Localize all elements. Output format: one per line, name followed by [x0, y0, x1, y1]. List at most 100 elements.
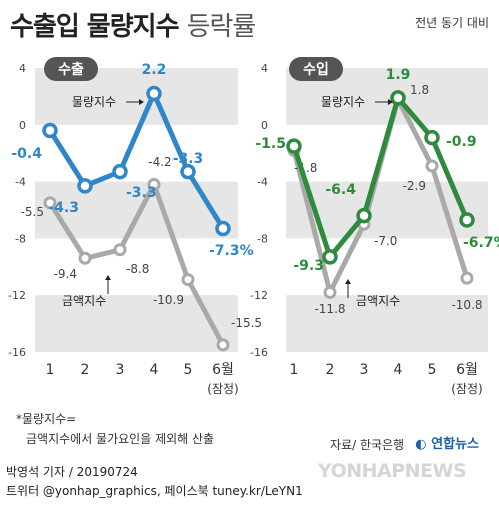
export-amount-point-2: [113, 243, 127, 257]
import-xtick-1: 2: [326, 362, 335, 378]
source: 자료/ 한국은행: [330, 438, 405, 452]
import-amount-series-name: 금액지수: [356, 294, 400, 308]
import-ytick-1: 0: [261, 119, 268, 132]
byline-author: 박영석 기자 / 20190724: [6, 465, 138, 479]
import-amount-label-1: -11.8: [314, 302, 345, 316]
footnote-line2: 금액지수에서 물가요인을 제외해 산출: [26, 432, 215, 446]
import-panel-label: 수입: [303, 62, 329, 78]
import-volume-point-2: [356, 207, 372, 224]
export-xtick-4: 5: [184, 362, 193, 378]
export-volume-label-3: 2.2: [142, 62, 167, 78]
export-xtick-1: 2: [81, 362, 90, 378]
export-amount-label-4: -10.9: [153, 293, 184, 307]
import-xtick-3: 4: [394, 362, 403, 378]
import-xtick-4: 5: [428, 362, 437, 378]
export-ytick-3: -8: [15, 232, 26, 245]
export-volume-arrowhead: [139, 99, 144, 105]
import-volume-line: [291, 95, 470, 260]
logo-text: 연합뉴스: [431, 437, 479, 452]
export-ytick-0: 4: [19, 62, 26, 75]
import-volume-label-1: -9.3: [293, 258, 324, 274]
import-ytick-5: -16: [250, 346, 268, 359]
import-amount-label-5: -10.8: [451, 298, 482, 312]
import-ytick-0: 4: [261, 62, 268, 75]
export-amount-label-5: -15.5: [231, 316, 262, 330]
export-volume-point-2: [112, 163, 128, 180]
footnote-line1: *물량지수=: [16, 412, 77, 426]
export-volume-label-4: -3.3: [173, 151, 204, 167]
import-xtick-5: 6월: [456, 362, 478, 378]
import-volume-label-3: 1.9: [386, 67, 411, 83]
export-volume-series-name: 물량지수: [72, 95, 116, 109]
import-amount-point-4: [425, 159, 439, 173]
import-volume-point-3: [390, 90, 406, 106]
export-amount-label-3: -4.2: [148, 155, 171, 169]
export-amount-point-0: [43, 196, 57, 210]
import-volume-point-4: [424, 129, 440, 146]
import-volume-series-name: 물량지수: [321, 95, 365, 109]
export-amount-point-4: [181, 273, 195, 287]
export-panel-label: 수출: [58, 61, 84, 78]
import-volume-point-1: [322, 249, 338, 265]
import-volume-label-0: -1.5: [255, 136, 286, 152]
import-xtick-2: 3: [360, 362, 369, 378]
logo-icon: ◐: [415, 437, 427, 452]
import-amount-label-3: 1.8: [410, 83, 429, 97]
import-xnote: (잠정): [451, 382, 482, 396]
import-amount-arrowhead: [345, 279, 351, 284]
title-main: 수출입 물량지수: [10, 12, 179, 42]
import-amount-label-4: -2.9: [403, 179, 426, 193]
import-volume-label-5: -6.7%: [463, 235, 499, 251]
export-volume-line: [47, 91, 226, 230]
import-amount-point-5: [460, 271, 474, 285]
import-volume-label-4: -0.9: [446, 134, 477, 150]
import-volume-arrowhead: [388, 99, 393, 105]
watermark: YONHAPNEWS: [318, 460, 467, 482]
export-xtick-5: 6월: [212, 362, 234, 378]
export-amount-label-1: -9.4: [54, 267, 77, 281]
export-volume-label-0: -0.4: [11, 146, 42, 162]
export-amount-label-0: -5.5: [21, 205, 44, 219]
export-ytick-1: 0: [19, 119, 26, 132]
export-volume-point-5: [215, 220, 231, 237]
import-band-2: [286, 295, 488, 352]
logo: ◐ 연합뉴스: [415, 433, 479, 452]
import-volume-point-5: [459, 212, 475, 228]
chart-title: 수출입 물량지수 등락률: [10, 6, 257, 43]
export-volume-point-1: [77, 178, 93, 194]
export-amount-series-name: 금액지수: [62, 294, 106, 308]
import-amount-point-1: [323, 285, 337, 299]
export-panel-pill: [44, 57, 98, 81]
export-volume-label-5: -7.3%: [209, 243, 254, 259]
export-volume-label-2: -3.3: [126, 185, 157, 201]
export-amount-line: [47, 181, 226, 347]
import-amount-label-2: -7.0: [374, 234, 397, 248]
import-panel-pill: [289, 57, 343, 81]
export-ytick-5: -16: [8, 346, 26, 359]
export-volume-label-1: -4.3: [48, 200, 79, 216]
export-xtick-0: 1: [46, 362, 55, 378]
title-suffix: 등락률: [186, 12, 257, 42]
export-xtick-2: 3: [116, 362, 125, 378]
chart-subtitle: 전년 동기 대비: [415, 16, 489, 30]
export-ytick-2: -4: [15, 176, 26, 189]
import-xtick-0: 1: [290, 362, 299, 378]
import-ytick-4: -12: [250, 289, 268, 302]
export-xnote: (잠정): [207, 382, 238, 396]
import-volume-point-0: [286, 138, 302, 154]
export-amount-arrowhead: [105, 275, 111, 280]
import-volume-label-2: -6.4: [325, 182, 356, 198]
export-ytick-4: -12: [8, 289, 26, 302]
export-volume-point-0: [42, 122, 58, 139]
export-volume-point-4: [180, 163, 196, 180]
export-amount-point-1: [78, 251, 92, 265]
export-volume-point-3: [146, 85, 162, 102]
export-amount-label-2: -8.8: [126, 262, 149, 276]
export-xtick-3: 4: [150, 362, 159, 378]
export-amount-point-3: [147, 177, 161, 191]
byline-social: 트위터 @yonhap_graphics, 페이스북 tuney.kr/LeYN…: [6, 484, 303, 498]
import-ytick-2: -4: [257, 176, 268, 189]
import-ytick-3: -8: [257, 232, 268, 245]
export-amount-point-5: [216, 338, 230, 352]
